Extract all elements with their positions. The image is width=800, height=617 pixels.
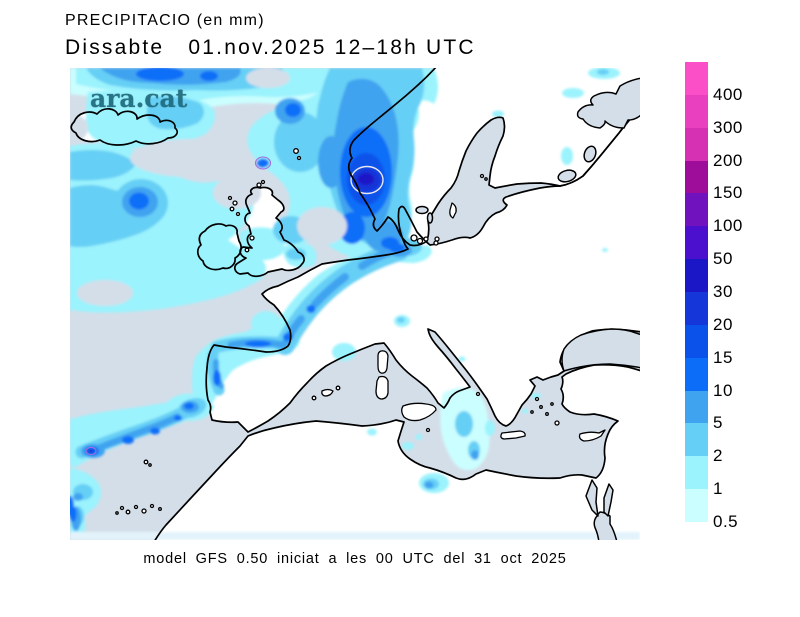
- legend-swatch: [685, 390, 708, 424]
- ara-cat-watermark-logo: ara.cat: [90, 84, 188, 113]
- legend-swatch: [685, 456, 708, 490]
- legend-swatch: [685, 324, 708, 358]
- legend-colorbar: [685, 62, 708, 523]
- legend-labels: 400 300 200 150 100 50 30 20 15 10 5 2 1 0.5: [713, 0, 773, 617]
- legend-label: 300: [713, 117, 743, 137]
- legend-swatch: [685, 292, 708, 325]
- legend-label: 50: [713, 249, 733, 269]
- page-subtitle: Dissabte 01.nov.2025 12–18h UTC: [65, 36, 476, 59]
- page-title: PRECIPITACIO (en mm): [65, 12, 265, 29]
- sea-gaps: [70, 68, 347, 306]
- legend-swatch: [685, 259, 708, 293]
- legend-label: 20: [713, 314, 733, 334]
- legend-label: 0.5: [713, 512, 739, 531]
- map-svg: [70, 68, 640, 540]
- legend-label: 400: [713, 84, 743, 104]
- legend-label: 100: [713, 216, 743, 236]
- legend-swatch: [685, 94, 708, 128]
- legend-label: 30: [713, 282, 733, 301]
- contour-rings: [85, 156, 384, 456]
- legend-label: 10: [713, 380, 733, 400]
- legend-swatch: [685, 160, 708, 194]
- legend-label: 15: [713, 347, 733, 367]
- legend-swatch: [685, 62, 708, 95]
- europe-precipitation-map: ara.cat: [70, 68, 640, 540]
- islands: [115, 148, 606, 515]
- legend-swatch: [685, 489, 708, 523]
- legend-label: 2: [713, 446, 723, 466]
- legend-swatch: [685, 193, 708, 227]
- legend-label: 200: [713, 150, 743, 170]
- legend-swatch: [685, 357, 708, 391]
- legend-swatch: [685, 423, 708, 457]
- legend-swatch: [685, 226, 708, 260]
- legend-label: 5: [713, 413, 723, 433]
- legend-swatch: [685, 127, 708, 161]
- model-info-caption: model GFS 0.50 iniciat a les 00 UTC del …: [143, 551, 567, 567]
- legend-label: 150: [713, 183, 743, 203]
- precipitation-layer: [70, 68, 640, 540]
- inland-seas: [415, 77, 640, 540]
- legend-label: 1: [713, 479, 723, 499]
